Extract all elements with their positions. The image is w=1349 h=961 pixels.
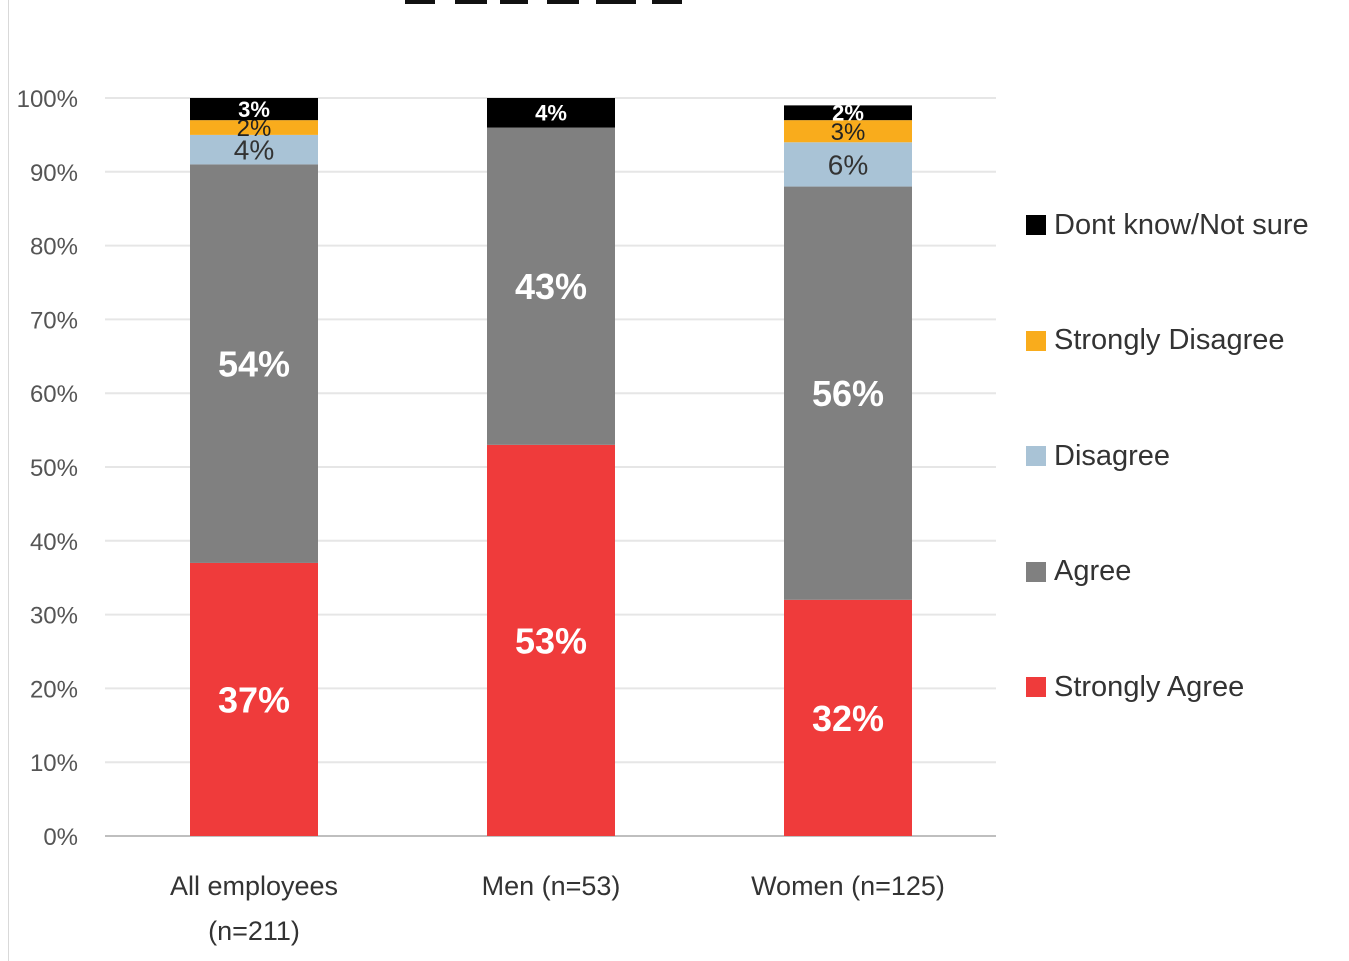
y-tick-label: 0% — [43, 824, 78, 851]
y-tick-label: 30% — [30, 603, 78, 630]
data-label: 3% — [831, 119, 866, 146]
data-label: 43% — [515, 266, 587, 307]
legend-item: Dont know/Not sure — [1026, 208, 1309, 242]
data-label: 4% — [234, 135, 274, 166]
legend-item: Agree — [1026, 555, 1131, 589]
legend-swatch — [1026, 561, 1046, 582]
bar-segment-disagree — [784, 142, 912, 187]
bar-segment-strongly-disagree — [784, 120, 912, 143]
data-label: 37% — [218, 679, 290, 720]
data-label: 2% — [832, 101, 864, 126]
legend-label: Strongly Agree — [1054, 670, 1245, 703]
bar-segment-agree — [487, 127, 615, 445]
legend-item: Strongly Disagree — [1026, 324, 1285, 358]
chart-title-fragment — [0, 0, 1349, 10]
legend-swatch — [1026, 677, 1046, 697]
legend-label: Agree — [1054, 555, 1132, 587]
x-category-label: (n=211) — [208, 916, 300, 946]
legend-label: Strongly Disagree — [1054, 324, 1285, 356]
left-border-line — [8, 0, 9, 961]
data-label: 6% — [828, 150, 868, 181]
title-glyph-fragment — [652, 0, 682, 4]
title-glyph-fragment — [500, 0, 528, 4]
y-tick-label: 70% — [30, 307, 78, 334]
y-tick-label: 20% — [30, 676, 78, 703]
legend-item: Disagree — [1026, 439, 1170, 473]
bar-segment-dont-know-not-sure — [784, 105, 912, 121]
legend-label: Dont know/Not sure — [1054, 208, 1309, 241]
bar-segment-strongly-agree — [784, 599, 912, 836]
y-tick-label: 10% — [30, 750, 78, 777]
title-cropped-glyphs — [405, 0, 682, 4]
title-glyph-fragment — [547, 0, 579, 4]
bar-segment-dont-know-not-sure — [487, 98, 615, 128]
y-tick-label: 80% — [30, 234, 78, 261]
y-tick-label: 60% — [30, 381, 78, 408]
y-tick-label: 50% — [30, 455, 78, 482]
data-label: 4% — [535, 101, 567, 126]
bar-segment-strongly-agree — [190, 562, 318, 836]
y-tick-label: 90% — [30, 160, 78, 187]
y-tick-label: 40% — [30, 529, 78, 556]
bar-segment-agree — [190, 164, 318, 563]
title-glyph-fragment — [596, 0, 636, 4]
x-category-label: Men (n=53) — [482, 871, 621, 901]
data-label: 54% — [218, 344, 290, 385]
x-category-label: All employees — [170, 871, 338, 901]
bar-segment-disagree — [190, 134, 318, 165]
bar-segment-strongly-disagree — [190, 120, 318, 135]
title-glyph-fragment — [405, 0, 435, 4]
legend-swatch — [1026, 446, 1046, 466]
bar-segment-dont-know-not-sure — [190, 98, 318, 121]
title-glyph-fragment — [455, 0, 487, 4]
data-label: 3% — [238, 97, 270, 122]
data-label: 53% — [515, 620, 587, 661]
bar-segment-strongly-agree — [487, 444, 615, 836]
data-label: 32% — [812, 698, 884, 739]
legend-swatch — [1026, 215, 1046, 235]
x-category-label: Women (n=125) — [751, 871, 945, 901]
legend-label: Disagree — [1054, 439, 1171, 472]
legend-item: Strongly Agree — [1026, 670, 1244, 704]
legend-swatch — [1026, 330, 1046, 351]
bar-segment-agree — [784, 186, 912, 600]
data-label: 56% — [812, 373, 884, 414]
y-tick-label: 100% — [17, 86, 78, 113]
